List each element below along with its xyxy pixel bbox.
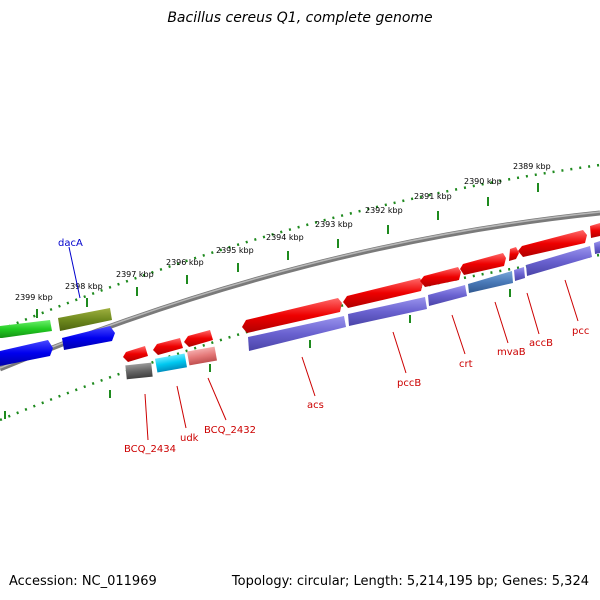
outer-tick-track xyxy=(0,163,600,332)
gene-accB-fwd xyxy=(518,230,587,257)
major-ticks xyxy=(36,183,539,318)
gene-pcc-fwd xyxy=(590,223,600,238)
kbp-label: 2398 kbp xyxy=(65,282,103,291)
kbp-label: 2390 kbp xyxy=(464,177,502,186)
kbp-labels: 2399 kbp 2398 kbp 2397 kbp 2396 kbp 2395… xyxy=(15,162,551,302)
gene-labels: dacA BCQ_2434 udk BCQ_2432 acs pccB crt … xyxy=(58,238,589,455)
gene-pcc xyxy=(526,246,592,276)
gene-label: mvaB xyxy=(497,347,526,358)
kbp-label: 2394 kbp xyxy=(266,233,304,242)
kbp-label: 2391 kbp xyxy=(414,192,452,201)
kbp-label: 2389 kbp xyxy=(513,162,551,171)
forward-genes xyxy=(0,223,600,338)
gene-acs-region xyxy=(242,298,342,333)
kbp-label: 2397 kbp xyxy=(116,270,154,279)
inner-tick-track xyxy=(0,253,600,422)
kbp-label: 2395 kbp xyxy=(216,246,254,255)
reverse-genes xyxy=(0,241,600,380)
gene-dacA xyxy=(58,308,112,331)
gene-mvaB-fwd xyxy=(460,253,506,275)
gene-label: accB xyxy=(529,338,553,349)
gene-mvaB xyxy=(468,271,513,293)
gene-accB xyxy=(514,267,525,281)
gene-label: pccB xyxy=(397,378,421,389)
gene-acs xyxy=(248,316,346,351)
gene-label: pcc xyxy=(572,326,589,337)
gene-blue-2 xyxy=(62,326,115,350)
gene-label: dacA xyxy=(58,238,83,249)
gene-label: BCQ_2434 xyxy=(124,444,176,455)
genome-summary-text: Topology: circular; Length: 5,214,195 bp… xyxy=(231,574,589,589)
inner-major-ticks xyxy=(4,289,511,419)
gene-right-edge xyxy=(594,241,600,254)
kbp-label: 2396 kbp xyxy=(166,258,204,267)
gene-BCQ_2432 xyxy=(186,346,218,366)
gene-label: acs xyxy=(307,400,324,411)
gene-label: BCQ_2432 xyxy=(204,425,256,436)
kbp-label: 2393 kbp xyxy=(315,220,353,229)
gene-blue-left xyxy=(0,340,53,366)
gene-label: crt xyxy=(459,359,473,370)
gene-crt-fwd xyxy=(420,267,461,287)
gene-crt xyxy=(428,285,467,306)
gene-green xyxy=(0,320,52,338)
genome-title: Bacillus cereus Q1, complete genome xyxy=(167,10,433,26)
kbp-label: 2399 kbp xyxy=(15,293,53,302)
accession-text: Accession: NC_011969 xyxy=(9,574,157,589)
gene-red-small xyxy=(123,346,148,362)
gene-udk xyxy=(155,353,187,373)
gene-red-udk-top xyxy=(153,338,183,355)
gene-red-BCQ2432-top xyxy=(184,330,213,347)
label-leaders xyxy=(68,246,579,441)
gene-pccB-fwd xyxy=(343,278,423,308)
gene-small-fwd xyxy=(509,247,519,261)
kbp-label: 2392 kbp xyxy=(365,206,403,215)
gene-label: udk xyxy=(180,433,199,444)
gene-pccB xyxy=(348,297,427,326)
gene-BCQ_2434 xyxy=(125,362,153,380)
